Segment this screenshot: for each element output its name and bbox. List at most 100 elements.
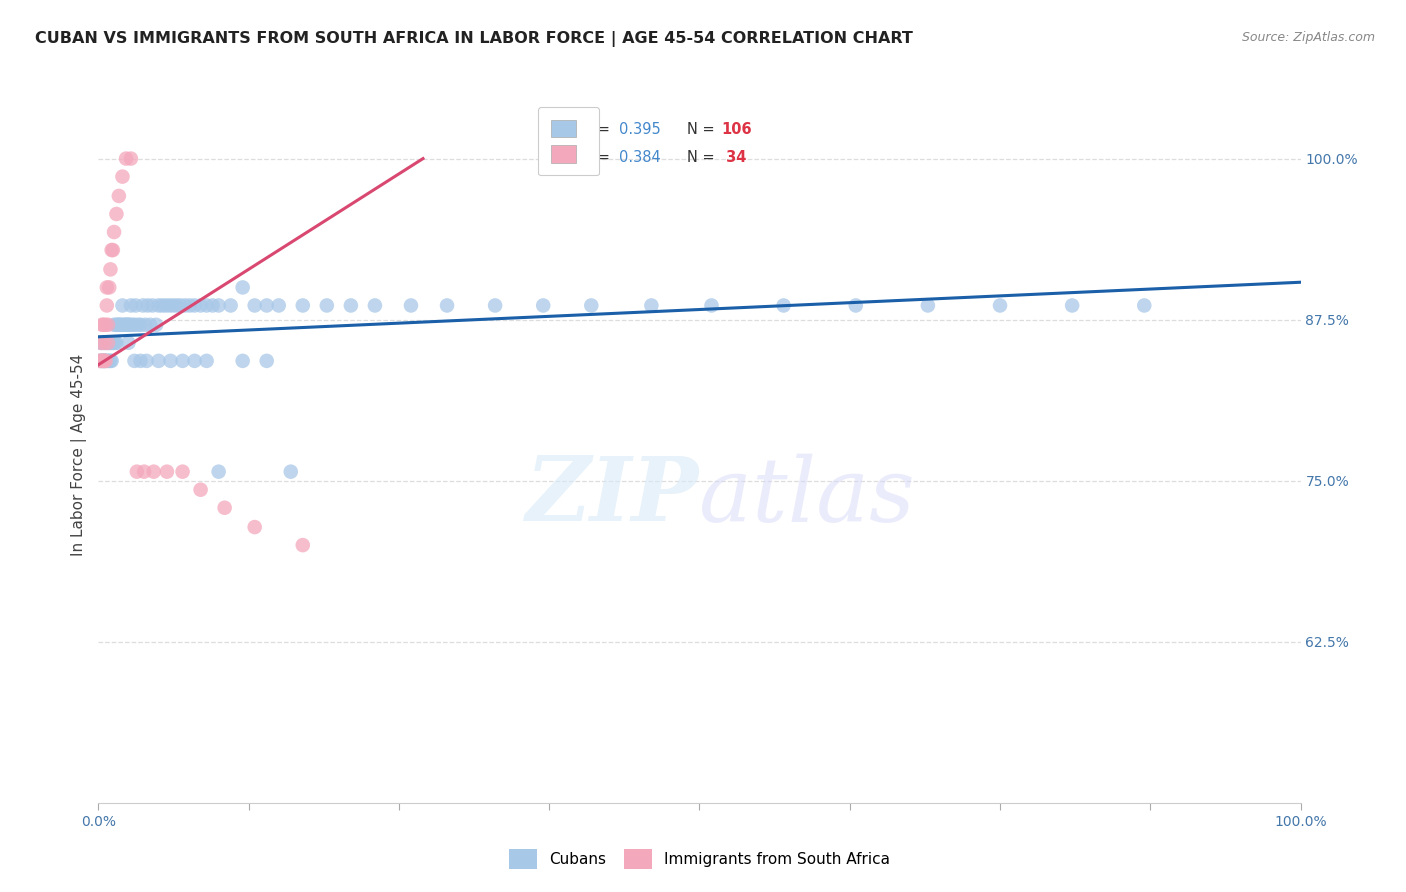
Point [364, 298, 387, 312]
Point [700, 298, 723, 312]
Text: N =: N = [688, 122, 720, 136]
Point [291, 298, 314, 312]
Point [91, 354, 114, 368]
Point [108, 318, 131, 332]
Point [134, 318, 156, 332]
Point [89, 354, 111, 368]
Point [159, 354, 181, 368]
Point [219, 298, 242, 312]
Point [96, 335, 118, 350]
Point [105, 335, 128, 350]
Point [174, 298, 197, 312]
Point [100, 335, 122, 350]
Point [190, 298, 212, 312]
Text: atlas: atlas [700, 453, 915, 540]
Point [90, 354, 112, 368]
Point [256, 354, 278, 368]
Point [91, 318, 114, 332]
Point [120, 298, 142, 312]
Point [195, 298, 218, 312]
Point [93, 354, 115, 368]
Point [150, 298, 173, 312]
Point [118, 318, 141, 332]
Point [340, 298, 363, 312]
Point [108, 318, 131, 332]
Point [96, 335, 118, 350]
Point [315, 298, 337, 312]
Point [104, 335, 127, 350]
Point [91, 335, 114, 350]
Text: 106: 106 [721, 122, 752, 136]
Point [105, 318, 128, 332]
Point [107, 318, 129, 332]
Point [155, 298, 177, 312]
Point [132, 298, 155, 312]
Point [97, 318, 120, 332]
Point [100, 335, 122, 350]
Point [117, 335, 139, 350]
Point [1062, 298, 1084, 312]
Point [127, 318, 149, 332]
Point [132, 465, 155, 479]
Point [103, 335, 125, 350]
Point [166, 298, 188, 312]
Point [183, 298, 205, 312]
Text: N =: N = [688, 150, 720, 165]
Point [214, 500, 236, 515]
Point [845, 298, 868, 312]
Point [93, 354, 115, 368]
Point [145, 318, 167, 332]
Point [129, 354, 152, 368]
Point [93, 335, 115, 350]
Point [232, 280, 254, 294]
Text: ZIP: ZIP [526, 453, 700, 540]
Point [98, 280, 121, 294]
Point [256, 298, 278, 312]
Point [208, 465, 231, 479]
Point [142, 465, 165, 479]
Point [117, 318, 139, 332]
Point [90, 354, 112, 368]
Point [94, 354, 117, 368]
Point [129, 318, 152, 332]
Text: Source: ZipAtlas.com: Source: ZipAtlas.com [1241, 31, 1375, 45]
Point [120, 152, 142, 166]
Point [97, 354, 120, 368]
Point [280, 465, 302, 479]
Point [105, 207, 128, 221]
Point [135, 354, 157, 368]
Point [94, 318, 117, 332]
Point [195, 354, 218, 368]
Point [111, 169, 134, 184]
Point [110, 318, 132, 332]
Point [91, 354, 114, 368]
Point [91, 354, 114, 368]
Point [91, 335, 114, 350]
Point [139, 318, 162, 332]
Point [98, 354, 121, 368]
Point [96, 354, 118, 368]
Point [436, 298, 458, 312]
Point [121, 318, 143, 332]
Point [190, 483, 212, 497]
Point [89, 354, 111, 368]
Point [124, 354, 146, 368]
Point [100, 262, 122, 277]
Point [988, 298, 1011, 312]
Point [91, 354, 114, 368]
Point [162, 298, 184, 312]
Text: 0.395: 0.395 [619, 122, 661, 136]
Point [100, 354, 122, 368]
Point [243, 520, 266, 534]
Point [94, 354, 117, 368]
Point [94, 335, 117, 350]
Point [232, 354, 254, 368]
Point [148, 354, 170, 368]
Point [114, 318, 136, 332]
Text: R =: R = [583, 150, 614, 165]
Point [148, 298, 170, 312]
Text: 34: 34 [721, 150, 747, 165]
Point [125, 465, 148, 479]
Point [97, 335, 120, 350]
Point [640, 298, 662, 312]
